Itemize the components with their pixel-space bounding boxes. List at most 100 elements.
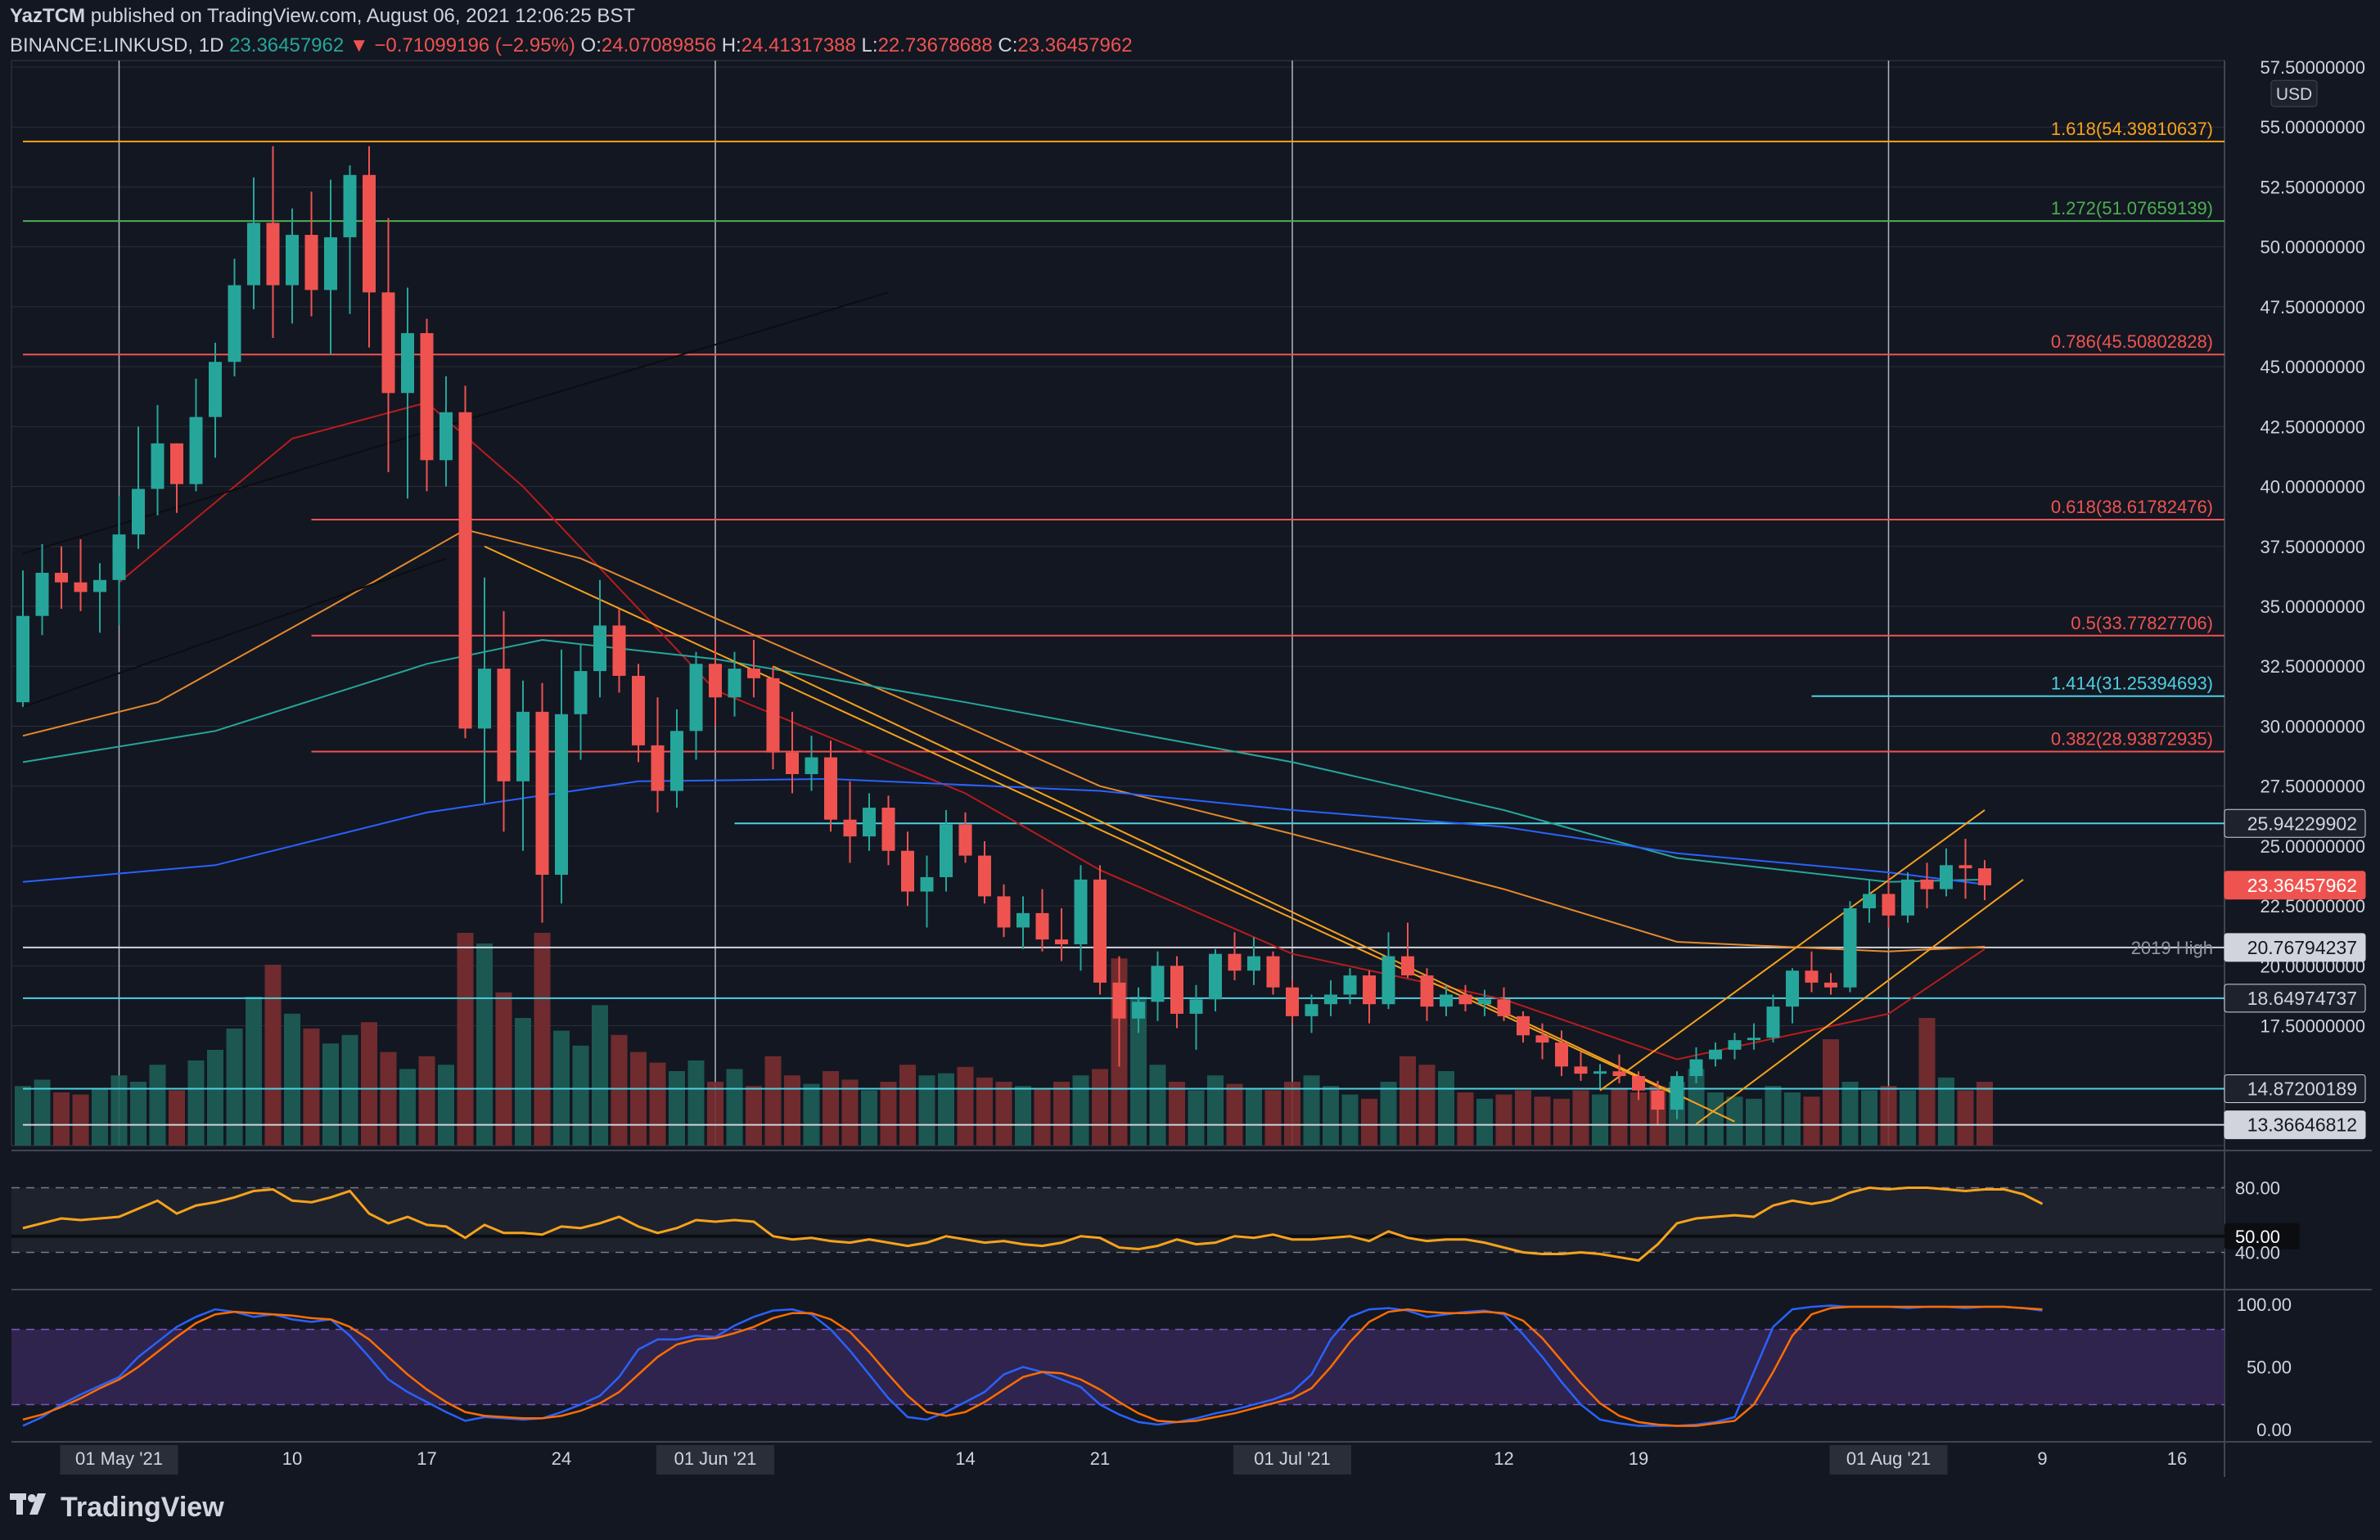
candle-body (728, 669, 741, 698)
date-tick-label: 14 (955, 1448, 975, 1469)
fib-levels: 1.618(54.39810637) 1.272(51.07659139) 0.78… (23, 119, 2224, 753)
volume-bar (1592, 1094, 1608, 1146)
candle (35, 543, 49, 636)
candle-body (958, 824, 972, 856)
candle-body (1497, 999, 1511, 1016)
candle (1805, 951, 1819, 993)
candle-body (304, 235, 318, 290)
candle (1901, 872, 1914, 923)
price-label-box (2224, 1074, 2366, 1104)
volume-bar (1207, 1075, 1224, 1146)
candle (1035, 889, 1049, 952)
candle-body (35, 572, 49, 616)
author-name[interactable]: YazTCM (10, 5, 86, 27)
candle-body (920, 876, 934, 892)
candle (709, 640, 722, 727)
low-label: L: (861, 34, 878, 56)
candle (843, 781, 857, 863)
volume-bar (476, 943, 493, 1146)
volume-bar (1977, 1082, 1993, 1146)
price-label-box (2224, 984, 2366, 1013)
volume-bar (1438, 1071, 1454, 1146)
candle-body (1670, 1076, 1684, 1110)
candle-body (1632, 1076, 1645, 1091)
volume-bar (1169, 1082, 1185, 1146)
candle (1747, 1023, 1760, 1050)
candle (1517, 1011, 1530, 1043)
candle (228, 259, 241, 376)
trendline (22, 291, 889, 555)
candle (689, 651, 703, 760)
price-tick-label: 30.00000000 (2261, 716, 2365, 736)
volume-bar (572, 1045, 589, 1146)
volume-bar (784, 1075, 800, 1146)
volume-bar (1841, 1082, 1859, 1146)
volume-bar (1341, 1094, 1359, 1146)
candle-body (1920, 879, 1934, 889)
volume-bar (207, 1050, 223, 1146)
price-label: 25.94229902 (2224, 808, 2366, 838)
candle-body (1170, 966, 1183, 1014)
date-tick-label: 9 (2037, 1448, 2047, 1469)
candle (535, 682, 549, 923)
candle-body (1286, 987, 1299, 1016)
volume-bar (322, 1043, 339, 1146)
candle (1843, 901, 1857, 993)
volume-bar (361, 1022, 377, 1146)
volume-bar (515, 1018, 531, 1146)
price-label-box (2224, 871, 2366, 900)
candle-body (574, 671, 588, 714)
candle (516, 680, 530, 851)
candle-body (1382, 956, 1395, 1005)
volume-bar (1476, 1098, 1493, 1146)
volume-bar (264, 965, 282, 1146)
candle-body (978, 855, 991, 897)
price-tick-label: 17.50000000 (2261, 1016, 2365, 1037)
symbol-label[interactable]: BINANCE:LINKUSD, 1D (10, 34, 224, 56)
volume-bar (687, 1060, 705, 1146)
candle-body (824, 757, 837, 820)
low-value: 22.73678688 (877, 34, 993, 56)
rsi-level-box (2224, 1223, 2300, 1250)
tradingview-brand: TradingView (61, 1492, 224, 1523)
volume-bar (1188, 1090, 1205, 1146)
candle (1266, 951, 1280, 995)
volume-bar (72, 1094, 89, 1146)
date-tick-label: 21 (1090, 1448, 1110, 1469)
candle (1151, 951, 1165, 1021)
candle-body (1843, 908, 1857, 988)
candle-body (997, 896, 1011, 928)
candle-body (1805, 970, 1819, 983)
candle (170, 443, 183, 513)
volume-bar (1015, 1086, 1031, 1146)
volume-bar (1784, 1092, 1801, 1146)
volume-bar (1823, 1039, 1839, 1146)
volume-bar (803, 1083, 820, 1146)
volume-bar (149, 1065, 166, 1146)
volume-bar (841, 1079, 859, 1146)
candle (1228, 932, 1242, 980)
price-label: 20.76794237 (2224, 933, 2366, 962)
candle-body (1882, 894, 1895, 916)
candle-body (881, 808, 895, 851)
candle (1343, 968, 1357, 1005)
stoch-level-label: 0.00 (2256, 1420, 2292, 1440)
volume-bar (418, 1056, 435, 1146)
candle (1670, 1071, 1684, 1119)
candles (16, 146, 1991, 1124)
stoch-level-label: 50.00 (2247, 1358, 2292, 1378)
volume-bar (1918, 1018, 1936, 1146)
volume-bar (707, 1082, 723, 1146)
price-label: 23.36457962 (2224, 871, 2366, 900)
stoch-k-line (22, 1304, 2043, 1427)
candle-body (1766, 1006, 1780, 1038)
candle (363, 146, 376, 348)
currency-tag (2270, 79, 2318, 107)
volume-bar (823, 1071, 839, 1146)
price-tick-label: 47.50000000 (2261, 297, 2365, 317)
candle (151, 404, 165, 516)
tradingview-logo[interactable]: TradingView (10, 1492, 224, 1524)
volume-bar (303, 1029, 320, 1146)
